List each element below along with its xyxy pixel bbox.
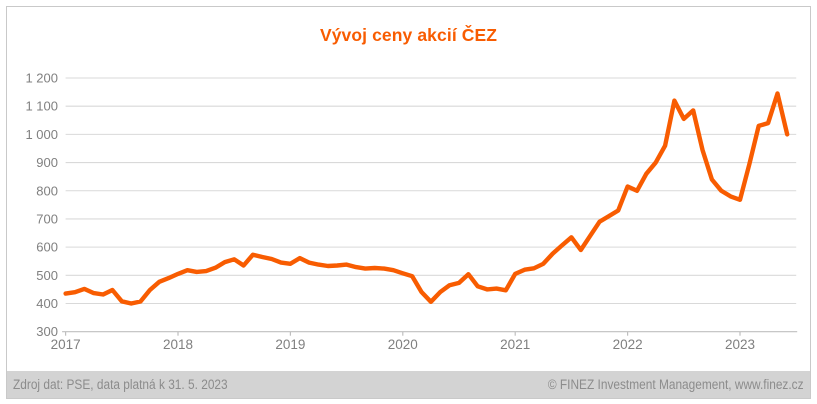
canvas-frame [6,6,811,399]
x-tick-label: 2018 [163,337,193,352]
x-tick-label: 2021 [500,337,530,352]
x-tick-label: 2017 [51,337,81,352]
y-tick-label: 800 [36,183,58,198]
y-tick-label: 1 100 [25,99,58,114]
y-tick-label: 400 [36,296,58,311]
y-tick-label: 1 000 [25,127,58,142]
x-tick-label: 2022 [613,337,643,352]
x-tick-label: 2020 [388,337,418,352]
copyright-credit: © FINEZ Investment Management, www.finez… [548,377,804,392]
y-tick-label: 1 200 [25,71,58,86]
price-line [63,91,790,306]
y-tick-label: 900 [36,155,58,170]
footer-bar: Zdroj dat: PSE, data platná k 31. 5. 202… [7,371,810,398]
x-tick-label: 2023 [725,337,755,352]
y-tick-label: 700 [36,211,58,226]
chart-title: Vývoj ceny akcií ČEZ [319,25,498,45]
y-tick-label: 300 [36,324,58,339]
x-tick-label: 2019 [275,337,305,352]
y-tick-label: 500 [36,268,58,283]
data-source-label: Zdroj dat: PSE, data platná k 31. 5. 202… [13,377,228,392]
y-tick-label: 600 [36,240,58,255]
